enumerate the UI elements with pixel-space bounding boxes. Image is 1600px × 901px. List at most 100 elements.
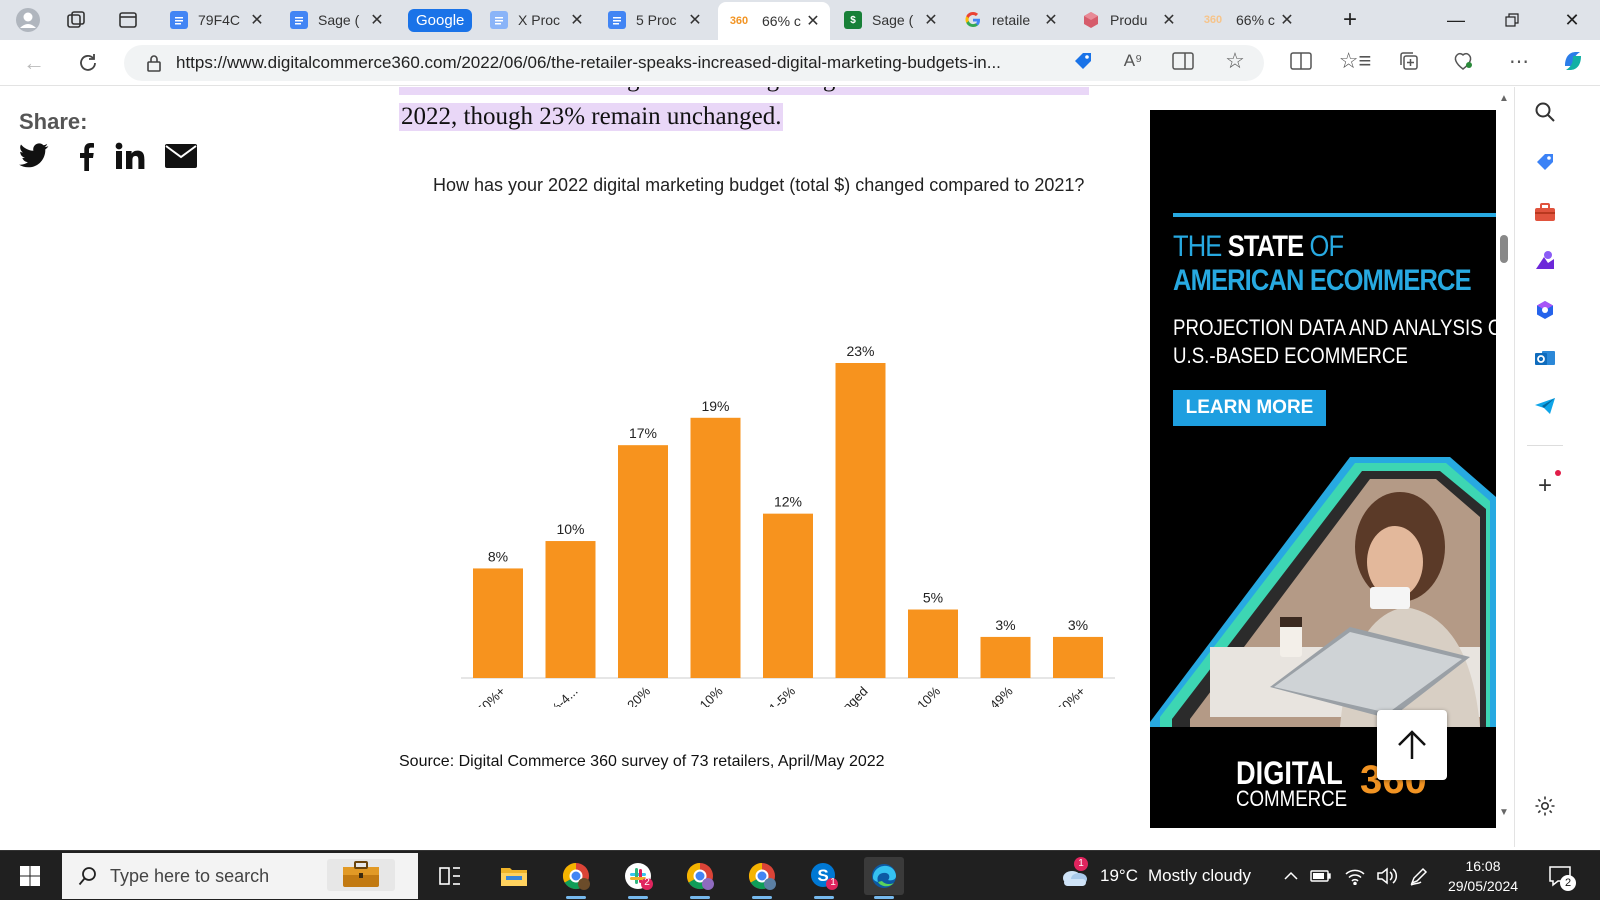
outlook-icon[interactable] <box>1532 345 1558 371</box>
close-tab-icon[interactable]: ✕ <box>806 13 820 30</box>
browser-tab[interactable]: Google <box>400 4 474 36</box>
weather-widget[interactable]: 1 19°C Mostly cloudy <box>1058 851 1251 901</box>
windows-start-icon[interactable] <box>8 859 52 893</box>
360-icon: 360 <box>1203 14 1223 26</box>
close-tab-icon[interactable]: ✕ <box>688 12 702 29</box>
email-icon[interactable] <box>163 139 199 173</box>
collections-icon[interactable] <box>1396 48 1422 74</box>
telegram-send-icon[interactable] <box>1532 393 1558 419</box>
restore-button[interactable] <box>1484 0 1540 40</box>
games-icon[interactable] <box>1532 247 1558 273</box>
svg-text:S: S <box>817 866 828 885</box>
search-icon[interactable] <box>1532 99 1558 125</box>
copilot-icon[interactable] <box>1560 48 1586 74</box>
battery-icon[interactable] <box>1310 865 1332 887</box>
ad-logo-digital: DIGITAL <box>1236 755 1343 791</box>
scrollbar-thumb[interactable] <box>1500 235 1508 263</box>
learn-more-button[interactable]: LEARN MORE <box>1173 390 1326 426</box>
windows-taskbar: Type here to search 2 S 1 1 19°C Mostly … <box>0 850 1600 900</box>
url-text[interactable]: https://www.digitalcommerce360.com/2022/… <box>176 53 1001 72</box>
scroll-to-top-button[interactable] <box>1377 710 1447 780</box>
lock-icon[interactable] <box>144 54 164 72</box>
tools-icon[interactable] <box>1532 199 1558 225</box>
browser-tab[interactable]: 360 66% c ✕ <box>718 2 830 40</box>
chrome-profile-1-icon[interactable] <box>556 857 596 899</box>
immersive-reader-icon[interactable] <box>1170 48 1196 74</box>
browser-tab[interactable]: 5 Proc ✕ <box>600 4 712 36</box>
coupon-tag-icon[interactable] <box>1070 48 1096 74</box>
app-badge: 1 <box>830 877 836 888</box>
share-label: Share: <box>19 109 88 134</box>
notification-center-icon[interactable]: 2 <box>1546 863 1576 891</box>
weather-description: Mostly cloudy <box>1147 866 1251 885</box>
workspaces-icon[interactable] <box>62 6 90 34</box>
browser-tab[interactable]: Produ ✕ <box>1074 4 1186 36</box>
browser-essentials-icon[interactable] <box>1450 48 1476 74</box>
facebook-icon[interactable] <box>69 139 103 173</box>
close-window-button[interactable]: ✕ <box>1564 9 1580 30</box>
browser-tab[interactable]: Sage (✕ <box>282 4 394 36</box>
linkedin-icon[interactable] <box>113 139 147 173</box>
add-sidebar-app-icon[interactable]: + <box>1537 472 1552 499</box>
tab-title: 66% c <box>762 13 801 29</box>
x-tick-label: Increased 11-20% <box>569 683 654 707</box>
browser-tab[interactable]: 79F4C ✕ <box>162 4 274 36</box>
tab-actions-icon[interactable] <box>114 6 142 34</box>
pen-icon[interactable] <box>1408 865 1430 887</box>
browser-tab[interactable]: X Proc ✕ <box>482 4 594 36</box>
show-hidden-icons-chevron-icon[interactable] <box>1280 865 1302 887</box>
favorites-icon[interactable]: ☆≡ <box>1338 48 1372 73</box>
scroll-down-arrow[interactable]: ▼ <box>1499 807 1509 818</box>
browser-tab[interactable]: $ Sage (✕ <box>836 4 948 36</box>
more-menu-icon[interactable]: ⋯ <box>1509 50 1529 73</box>
favorite-star-icon[interactable]: ☆ <box>1225 48 1245 73</box>
edge-sidebar: + <box>1514 87 1600 847</box>
bar-value-label: 17% <box>629 425 657 441</box>
browser-tab[interactable]: retaile ✕ <box>956 4 1068 36</box>
split-screen-icon[interactable] <box>1288 48 1314 74</box>
volume-icon[interactable] <box>1376 865 1398 887</box>
read-aloud-icon[interactable]: A⁹ <box>1123 51 1143 70</box>
file-explorer-icon[interactable] <box>494 857 534 895</box>
skype-icon[interactable]: S 1 <box>804 857 844 899</box>
weather-temperature: 19°C <box>1100 866 1138 885</box>
docs-icon <box>608 11 626 29</box>
close-tab-icon[interactable]: ✕ <box>1280 12 1294 29</box>
slack-icon[interactable]: 2 <box>618 857 658 899</box>
close-tab-icon[interactable]: ✕ <box>924 12 938 29</box>
close-tab-icon[interactable]: ✕ <box>250 12 264 29</box>
notification-count: 2 <box>1560 875 1576 891</box>
ad-banner[interactable]: THE STATE OF AMERICAN ECOMMERCE PROJECTI… <box>1150 110 1496 828</box>
shopping-tag-icon[interactable] <box>1532 149 1558 175</box>
refresh-icon[interactable] <box>74 49 102 77</box>
twitter-icon[interactable] <box>17 139 51 173</box>
url-field[interactable]: https://www.digitalcommerce360.com/2022/… <box>124 45 1264 81</box>
tab-title: 5 Proc <box>636 12 677 28</box>
close-tab-icon[interactable]: ✕ <box>1044 12 1058 29</box>
system-clock[interactable]: 16:08 29/05/2024 <box>1428 856 1538 896</box>
profile-icon[interactable] <box>14 6 42 34</box>
weather-badge: 1 <box>1074 857 1088 871</box>
bar-value-label: 23% <box>846 343 874 359</box>
bar <box>908 609 958 678</box>
page-scrollbar[interactable]: ▲ ▼ <box>1496 87 1512 847</box>
close-tab-icon[interactable]: ✕ <box>370 12 384 29</box>
edge-icon[interactable] <box>864 857 904 899</box>
close-tab-icon[interactable]: ✕ <box>570 12 584 29</box>
wifi-icon[interactable] <box>1344 865 1366 887</box>
bar <box>835 363 886 678</box>
back-icon[interactable]: ← <box>23 50 45 75</box>
new-tab-button[interactable]: + <box>1342 6 1357 33</box>
chrome-profile-3-icon[interactable] <box>742 857 782 899</box>
chrome-profile-2-icon[interactable] <box>680 857 720 899</box>
x-tick-label: Decreased 50%+ <box>1007 684 1088 707</box>
microsoft-365-icon[interactable] <box>1532 297 1558 323</box>
close-tab-icon[interactable]: ✕ <box>1162 12 1176 29</box>
scroll-up-arrow[interactable]: ▲ <box>1499 93 1509 104</box>
tab-title: Produ <box>1110 12 1148 28</box>
search-highlight-briefcase-icon[interactable] <box>327 859 395 891</box>
browser-tab[interactable]: 360 66% c ✕ <box>1192 4 1304 36</box>
settings-gear-icon[interactable] <box>1532 793 1558 819</box>
task-view-icon[interactable] <box>430 857 470 895</box>
minimize-button[interactable]: — <box>1447 9 1465 30</box>
